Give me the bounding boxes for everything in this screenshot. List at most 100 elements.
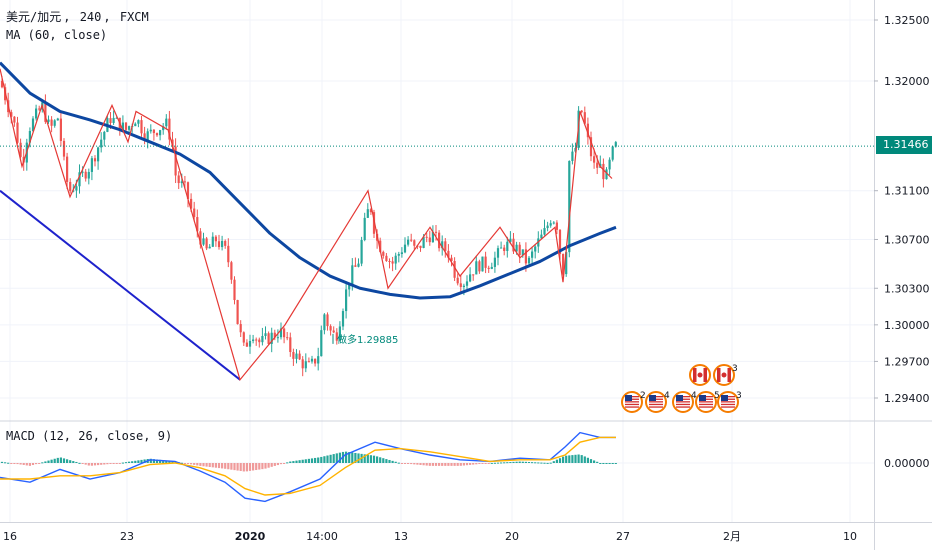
candle-down <box>478 261 481 272</box>
trendline[interactable] <box>0 189 241 381</box>
candle-up <box>221 240 224 248</box>
candle-up <box>310 358 314 362</box>
candle-up <box>360 240 363 264</box>
hist-bar-down <box>118 463 121 464</box>
candle-up <box>534 246 537 252</box>
us-flag-icon[interactable]: 3 <box>717 391 742 413</box>
hist-bar-up <box>369 455 372 463</box>
candle-down <box>450 257 453 262</box>
hist-bar-up <box>521 461 524 463</box>
hist-bar-down <box>10 463 13 464</box>
hist-bar-up <box>124 462 128 464</box>
candle-down <box>190 198 193 209</box>
candle-up <box>121 122 124 132</box>
us-flag-icon[interactable]: 2 <box>621 391 646 413</box>
candle-up <box>509 238 512 242</box>
candle-down <box>143 133 146 141</box>
us-flag-icon[interactable]: 4 <box>645 391 670 413</box>
candle-down <box>472 274 475 276</box>
macd-label: MACD (12, 26, close, 9) <box>6 429 173 443</box>
x-tick-label: 27 <box>616 530 630 543</box>
macd-legend[interactable]: MACD (12, 26, close, 9) <box>6 429 174 443</box>
hist-bar-down <box>100 463 103 465</box>
candle-up <box>611 146 614 160</box>
hist-bar-up <box>168 460 171 463</box>
candle-up <box>462 285 465 287</box>
symbol-name: 美元/加元 <box>6 10 62 24</box>
symbol-legend[interactable]: 美元/加元, 240, FXCM <box>6 10 149 24</box>
hist-bar-down <box>481 463 484 464</box>
hist-bar-up <box>75 461 78 463</box>
hist-bar-down <box>31 463 35 466</box>
candle-up <box>252 339 255 341</box>
us-flag-icon[interactable]: 4 <box>672 391 697 413</box>
us-flag-icon[interactable]: 5 <box>695 391 720 413</box>
candle-down <box>391 261 394 264</box>
event-count: 3 <box>736 391 742 401</box>
candle-up <box>211 236 214 247</box>
hist-bar-up <box>134 460 137 463</box>
flag-stripe <box>625 406 639 408</box>
candle-up <box>137 120 140 124</box>
flag-stripe <box>699 406 713 408</box>
ma-legend[interactable]: MA (60, close) <box>6 28 109 42</box>
candle-up <box>165 118 168 127</box>
hist-bar-up <box>608 463 611 464</box>
hist-bar-down <box>35 463 38 465</box>
event-count: 2 <box>640 391 646 401</box>
candle-down <box>214 236 217 242</box>
ca-flag-icon[interactable] <box>689 364 711 386</box>
candle-down <box>16 122 19 143</box>
hist-bar-up <box>366 454 369 463</box>
candle-up <box>475 261 478 275</box>
hist-bar-up <box>317 457 320 463</box>
hist-bar-up <box>568 455 571 463</box>
candle-down <box>456 277 459 284</box>
hist-bar-down <box>422 463 425 466</box>
ca-flag-icon[interactable]: 3 <box>713 364 738 386</box>
hist-bar-down <box>16 463 19 465</box>
hist-bar-up <box>379 457 382 463</box>
y-tick-label: 1.29700 <box>884 355 930 368</box>
long-annotation[interactable]: 做多1.29885 <box>332 333 398 346</box>
candle-up <box>357 263 360 267</box>
hist-bar-up <box>382 458 385 463</box>
candle-down <box>205 238 208 249</box>
hist-bar-up <box>565 455 568 463</box>
hist-bar-down <box>438 463 441 466</box>
candle-up <box>317 356 320 364</box>
flag-stripe <box>699 403 713 406</box>
hist-bar-down <box>233 463 236 471</box>
hist-bar-down <box>444 463 447 466</box>
candle-down <box>385 255 388 262</box>
candle-down <box>224 240 227 246</box>
candle-down <box>602 163 605 180</box>
candle-down <box>558 229 562 255</box>
macd-y-tick-label: 0.00000 <box>884 457 930 470</box>
hist-bar-up <box>326 455 329 463</box>
candle-down <box>419 245 422 248</box>
hist-bar-down <box>93 463 97 466</box>
hist-bar-up <box>323 456 326 463</box>
hist-bar-down <box>283 463 286 464</box>
candle-up <box>112 117 115 123</box>
ma-polyline <box>0 61 617 300</box>
candle-up <box>75 186 78 191</box>
hist-bar-up <box>537 462 540 464</box>
economic-events[interactable]: 2 4 4 5 3 3 <box>621 364 742 413</box>
hist-bar-down <box>103 463 106 465</box>
candle-down <box>171 139 174 147</box>
hist-bar-down <box>205 463 208 467</box>
candle-up <box>571 151 574 161</box>
hist-bar-up <box>527 461 531 463</box>
hist-bar-up <box>348 452 351 463</box>
hist-bar-up <box>286 462 289 464</box>
hist-bar-down <box>106 463 109 465</box>
y-tick-label: 1.32000 <box>884 75 930 88</box>
candle-down <box>19 142 22 157</box>
hist-bar-up <box>546 462 549 464</box>
candle-down <box>332 330 335 333</box>
hist-bar-down <box>447 463 450 466</box>
hist-bar-up <box>500 462 503 464</box>
